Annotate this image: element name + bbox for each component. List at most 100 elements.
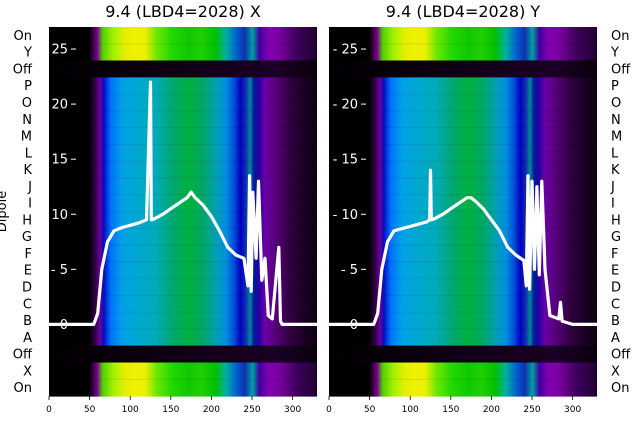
x-tick-label: 250: [523, 405, 540, 415]
overlay-tick-label: - 5: [341, 263, 358, 278]
row-label: G: [611, 230, 621, 245]
row-label: B: [23, 314, 32, 329]
heatmap-row: [49, 127, 317, 146]
heatmap-row: [329, 379, 597, 397]
heatmap-row: [329, 144, 597, 162]
heatmap-row: [49, 43, 317, 62]
overlay-tick-label: - 20: [333, 98, 358, 113]
heatmap-row: [49, 328, 317, 347]
heatmap-panel-1: - 0- 5- 10- 15- 20- 25: [43, 27, 319, 397]
row-label: Off: [13, 62, 33, 77]
row-label: B: [611, 314, 620, 329]
chart-title: 9.4 (LBD4=2028) Y: [386, 2, 541, 21]
row-label: A: [23, 331, 32, 346]
heatmap-row: [49, 379, 317, 397]
row-label: Y: [23, 46, 32, 61]
row-label: Off: [611, 62, 631, 77]
heatmap-row: [329, 312, 597, 330]
row-label: M: [21, 130, 32, 145]
x-tick-label: 150: [162, 405, 179, 415]
heatmap-row: [329, 127, 597, 146]
overlay-tick-label: - 10: [43, 208, 68, 223]
x-tick-label: 200: [203, 405, 220, 415]
row-label: Off: [13, 348, 33, 363]
x-tick-label: 200: [483, 405, 500, 415]
overlay-tick-label: - 15: [43, 153, 68, 168]
x-tick-label: 0: [326, 405, 332, 415]
heatmap-row: [49, 362, 317, 380]
heatmap-row: [49, 177, 317, 196]
heatmap-row: [329, 278, 597, 296]
overlay-tick-label: - 5: [51, 263, 68, 278]
row-label: X: [23, 364, 32, 379]
row-label: M: [611, 130, 622, 145]
row-label: F: [25, 247, 32, 262]
heatmap-row: [329, 245, 597, 263]
row-label: K: [611, 163, 620, 178]
heatmap-row: [329, 228, 597, 246]
row-label: L: [611, 146, 619, 161]
heatmap-row: [329, 60, 597, 78]
row-label: I: [611, 197, 615, 212]
row-label: J: [610, 180, 615, 195]
heatmap-row: [329, 43, 597, 62]
row-label: On: [611, 29, 629, 44]
chart-title: 9.4 (LBD4=2028) X: [105, 2, 261, 21]
row-label: H: [611, 213, 621, 228]
x-tick-label: 250: [243, 405, 260, 415]
heatmap-row: [49, 312, 317, 330]
heatmap-row: [329, 77, 597, 95]
row-label: O: [611, 96, 621, 111]
heatmap-row: [329, 110, 597, 129]
heatmap-row: [329, 94, 597, 112]
row-label: N: [611, 113, 621, 128]
row-label: P: [24, 79, 32, 94]
heatmap-row: [49, 60, 317, 78]
row-label: I: [28, 197, 32, 212]
heatmap-panel-2: - 0- 5- 10- 15- 20- 25: [327, 27, 599, 397]
y-axis-label: Dipole: [0, 191, 10, 232]
row-label: O: [22, 96, 32, 111]
heatmap-row: [329, 27, 597, 45]
overlay-tick-label: - 25: [333, 43, 358, 58]
heatmap-row: [49, 228, 317, 246]
heatmap-row: [329, 362, 597, 380]
x-tick-label: 50: [364, 405, 376, 415]
x-tick-label: 300: [564, 405, 581, 415]
overlay-tick-label: - 25: [43, 43, 68, 58]
row-label: H: [22, 213, 32, 228]
row-label: C: [611, 297, 620, 312]
row-label: On: [14, 381, 32, 396]
x-tick-label: 0: [46, 405, 52, 415]
overlay-tick-label: - 15: [333, 153, 358, 168]
row-label: Off: [611, 348, 631, 363]
heatmap-row: [329, 177, 597, 196]
x-tick-label: 50: [84, 405, 96, 415]
heatmap-row: [329, 295, 597, 313]
row-label: P: [611, 79, 619, 94]
heatmap-row: [329, 261, 597, 280]
row-label: On: [14, 29, 32, 44]
heatmap-row: [49, 27, 317, 45]
overlay-tick-label: - 20: [43, 98, 68, 113]
row-label: F: [611, 247, 618, 262]
heatmap-row: [329, 328, 597, 347]
x-tick-label: 100: [122, 405, 139, 415]
heatmap-row: [329, 194, 597, 213]
overlay-series-line: [47, 80, 319, 326]
row-label: X: [611, 364, 620, 379]
row-label: A: [611, 331, 620, 346]
row-label: N: [22, 113, 32, 128]
x-tick-label: 150: [442, 405, 459, 415]
row-label: E: [24, 264, 32, 279]
row-label: On: [611, 381, 629, 396]
heatmap-row: [49, 110, 317, 129]
row-label: K: [23, 163, 32, 178]
heatmap-row: [329, 211, 597, 229]
heatmap-row: [49, 345, 317, 364]
x-tick-label: 300: [284, 405, 301, 415]
overlay-series-line: [327, 168, 599, 326]
heatmap-row: [49, 94, 317, 112]
row-label: J: [27, 180, 32, 195]
